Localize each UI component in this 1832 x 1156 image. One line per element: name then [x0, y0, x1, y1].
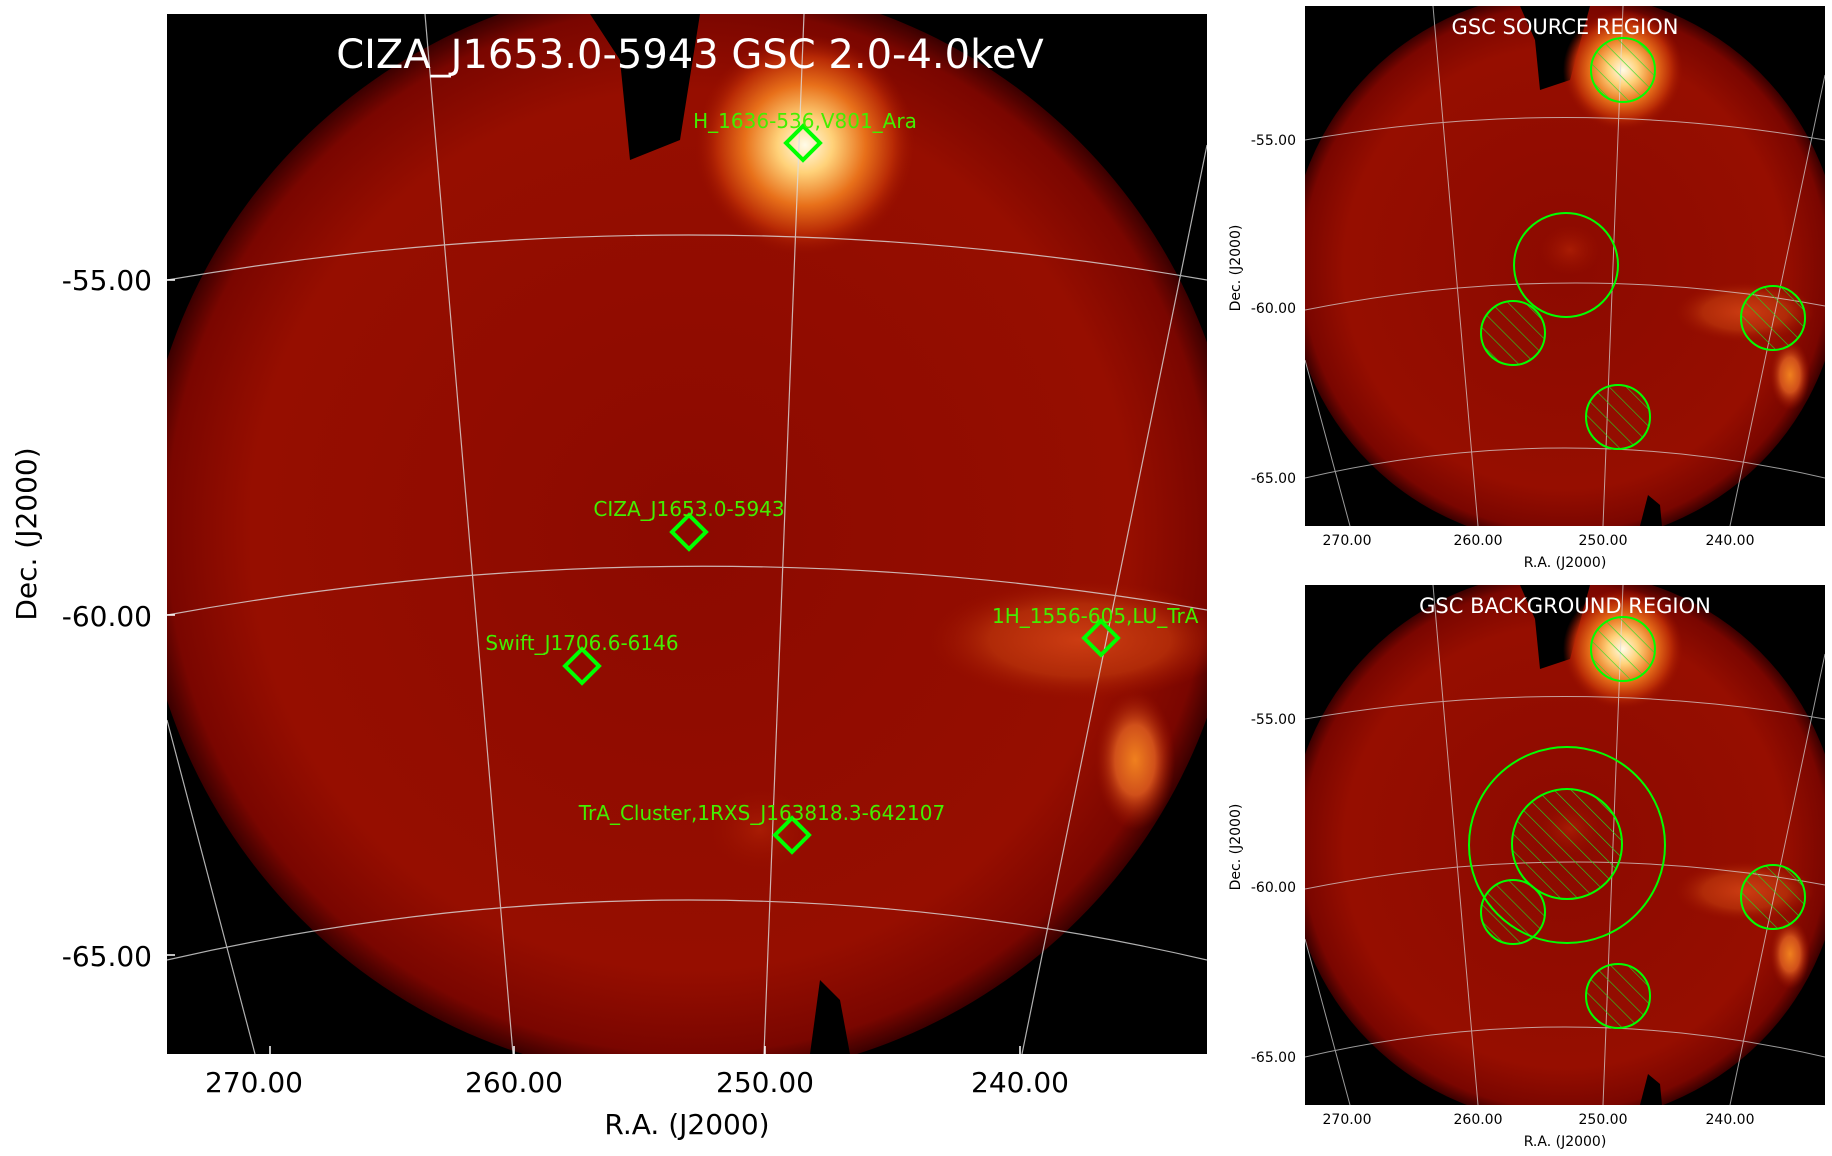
main-xlabel: R.A. (J2000) — [604, 1108, 769, 1141]
bg-ytick-60: -60.00 — [1251, 880, 1296, 896]
source-label-1h1556: 1H_1556-605,LU_TrA — [992, 604, 1199, 628]
src-ytick-60: -60.00 — [1251, 301, 1296, 317]
bg-region-1h1556 — [1740, 864, 1806, 930]
source-panel-title: GSC SOURCE REGION — [1452, 15, 1679, 39]
bg-region-target — [1511, 788, 1623, 900]
main-sky-image — [167, 14, 1207, 1054]
source-marker-ciza: CIZA_J1653.0-5943 — [593, 497, 785, 552]
main-title: CIZA_J1653.0-5943 GSC 2.0-4.0keV — [336, 32, 1044, 78]
src-ylabel: Dec. (J2000) — [1228, 225, 1244, 312]
main-xtick-240: 240.00 — [971, 1066, 1069, 1099]
bg-xtick-260: 260.00 — [1454, 1112, 1503, 1128]
src-ytick-65: -65.00 — [1251, 471, 1296, 487]
main-ylabel: Dec. (J2000) — [10, 447, 43, 620]
main-ytick-65: -65.00 — [62, 940, 152, 973]
source-marker-1h1556: 1H_1556-605,LU_TrA — [992, 604, 1199, 658]
region-target — [1513, 212, 1619, 318]
source-region-panel — [1305, 6, 1825, 526]
src-xtick-250: 250.00 — [1579, 533, 1628, 549]
source-label-tra-cluster: TrA_Cluster,1RXS_J163818.3-642107 — [578, 801, 945, 825]
region-h1636 — [1590, 37, 1656, 103]
src-xtick-260: 260.00 — [1454, 533, 1503, 549]
src-xtick-270: 270.00 — [1323, 533, 1372, 549]
background-region-panel — [1305, 585, 1825, 1105]
bg-ylabel: Dec. (J2000) — [1228, 804, 1244, 891]
bg-ytick-65: -65.00 — [1251, 1050, 1296, 1066]
background-panel-title: GSC BACKGROUND REGION — [1419, 594, 1711, 618]
source-marker-tra-cluster: TrA_Cluster,1RXS_J163818.3-642107 — [578, 801, 945, 855]
main-ytick-55: -55.00 — [62, 264, 152, 297]
source-marker-swift: Swift_J1706.6-6146 — [485, 631, 679, 686]
src-xlabel: R.A. (J2000) — [1524, 555, 1607, 571]
source-marker-h1636: H_1636-536,V801_Ara — [693, 109, 917, 163]
region-swift — [1480, 300, 1546, 366]
source-label-h1636: H_1636-536,V801_Ara — [693, 109, 917, 133]
region-1h1556 — [1740, 285, 1806, 351]
main-ytick-60: -60.00 — [62, 600, 152, 633]
bg-xtick-250: 250.00 — [1579, 1112, 1628, 1128]
bg-xlabel: R.A. (J2000) — [1524, 1134, 1607, 1150]
bg-ytick-55: -55.00 — [1251, 712, 1296, 728]
bg-region-swift — [1480, 879, 1546, 945]
main-xtick-270: 270.00 — [205, 1066, 303, 1099]
bg-xtick-240: 240.00 — [1706, 1112, 1755, 1128]
main-xtick-260: 260.00 — [465, 1066, 563, 1099]
bg-xtick-270: 270.00 — [1323, 1112, 1372, 1128]
source-label-ciza: CIZA_J1653.0-5943 — [593, 497, 784, 521]
src-ytick-55: -55.00 — [1251, 133, 1296, 149]
source-label-swift: Swift_J1706.6-6146 — [485, 631, 678, 655]
region-tra-cluster — [1585, 384, 1651, 450]
bg-region-tra-cluster — [1585, 963, 1651, 1029]
coordinate-grid — [167, 14, 1207, 1054]
src-xtick-240: 240.00 — [1706, 533, 1755, 549]
bg-region-annulus — [1468, 746, 1666, 944]
main-xtick-250: 250.00 — [716, 1066, 814, 1099]
bg-region-h1636 — [1590, 616, 1656, 682]
